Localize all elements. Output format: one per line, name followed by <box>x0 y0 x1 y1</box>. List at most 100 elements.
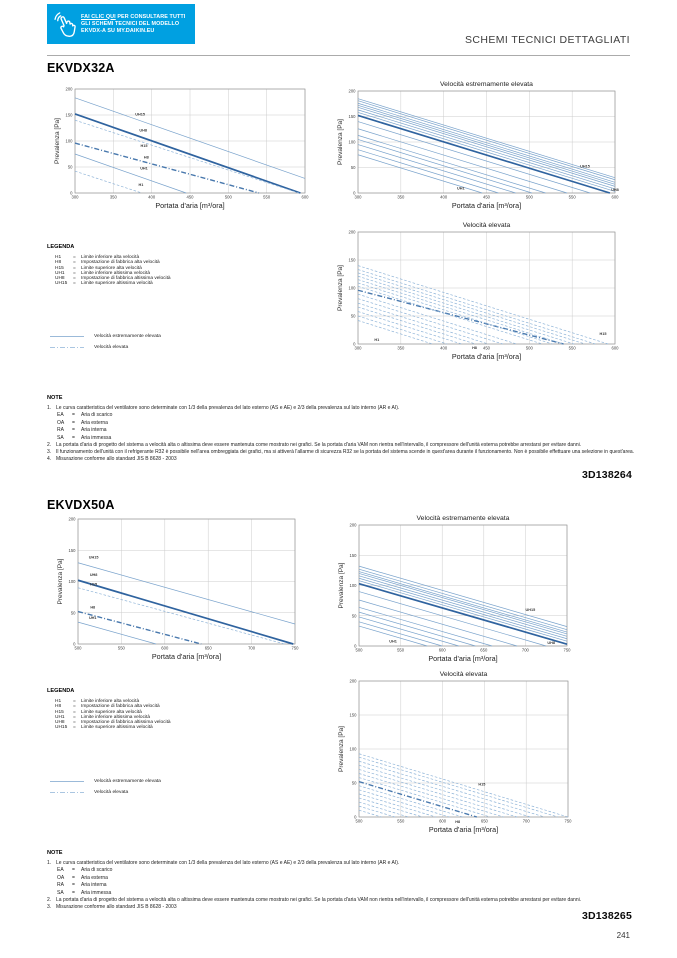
line-style-legend-ekvdx32a: Velocità estremamente elevata Velocità e… <box>49 331 161 353</box>
solid-line-sample-icon <box>50 336 84 337</box>
svg-text:550: 550 <box>569 346 577 351</box>
svg-text:200: 200 <box>349 89 357 94</box>
svg-text:UH1: UH1 <box>140 167 148 171</box>
svg-text:200: 200 <box>66 87 74 92</box>
legend-item: H8 = Impostazione di fabbrica alta velocit… <box>55 260 160 266</box>
svg-text:600: 600 <box>612 346 620 351</box>
legend-item: UH1 = Limite inferiore altissima velocità <box>55 270 151 276</box>
dashdot-line-sample-icon <box>50 792 84 793</box>
note-abbreviation: RA = Aria interna <box>57 882 107 889</box>
svg-text:0: 0 <box>353 191 356 196</box>
note-item: 1. Le curva caratteristica del ventilator… <box>47 860 400 866</box>
svg-text:Portata d'aria [m³/ora]: Portata d'aria [m³/ora] <box>152 652 221 661</box>
svg-text:600: 600 <box>439 648 447 653</box>
svg-text:50: 50 <box>68 165 73 170</box>
header-divider <box>47 55 630 56</box>
svg-text:UH15: UH15 <box>580 165 590 169</box>
svg-text:Portata d'aria [m³/ora]: Portata d'aria [m³/ora] <box>452 352 521 361</box>
svg-text:H8: H8 <box>90 605 95 609</box>
legend-line-sample-solid: Velocità estremamente elevata <box>49 331 161 342</box>
legend-item: UH15 = Limite superiore altissima velocità <box>55 725 153 731</box>
note-abbreviation: EA = Aria di scarico <box>57 412 113 418</box>
note-heading: NOTE <box>47 395 63 401</box>
svg-text:Portata d'aria [m³/ora]: Portata d'aria [m³/ora] <box>452 201 521 210</box>
page-number: 241 <box>616 931 630 940</box>
legend-item: UH15 = Limite superiore altissima velocità <box>55 281 153 287</box>
legend-item: H15 = Limite superiore alta velocità <box>55 265 142 271</box>
svg-text:Prevalenza [Pa]: Prevalenza [Pa] <box>338 726 345 772</box>
legend-ekvdx32a: LEGENDA H1 = Limite inferiore alta velocit… <box>47 244 337 287</box>
svg-text:150: 150 <box>350 553 358 558</box>
svg-text:600: 600 <box>439 819 447 824</box>
svg-text:600: 600 <box>161 646 169 651</box>
svg-text:Velocità estremamente elevata: Velocità estremamente elevata <box>417 515 510 522</box>
chart-ekvdx50a-combined: 500 550 600 650 700 750 0 50 100 150 200 UH15 UH8 H15… <box>56 507 307 671</box>
note-abbreviation: EA = Aria di scarico <box>57 867 113 873</box>
svg-text:Prevalenza [Pa]: Prevalenza [Pa] <box>337 265 344 311</box>
svg-text:200: 200 <box>350 523 358 528</box>
svg-text:Portata d'aria [m³/ora]: Portata d'aria [m³/ora] <box>428 654 497 663</box>
legend-item: UH8 = Impostazione di fabbrica altissima v… <box>55 276 171 282</box>
chart-ekvdx50a-high-speed: 500 550 600 650 700 750 0 50 100 150 200 H15 H8 Veloc… <box>337 669 580 844</box>
svg-text:100: 100 <box>349 286 357 291</box>
svg-text:550: 550 <box>118 646 126 651</box>
legend-line-sample-solid: Velocità estremamente elevata <box>49 776 161 787</box>
note-item: 2. La portata d'aria di progetto del sist… <box>47 442 582 449</box>
banner-line1-rest: PER CONSULTARE TUTTI <box>115 13 186 20</box>
svg-text:UH8: UH8 <box>611 188 619 192</box>
legend-item: H8 = Impostazione di fabbrica alta velocit… <box>55 704 160 710</box>
svg-text:UH8: UH8 <box>90 573 98 577</box>
banner-link[interactable]: FAI CLIC QUI <box>81 13 116 20</box>
svg-text:300: 300 <box>355 195 363 200</box>
svg-text:200: 200 <box>349 230 357 235</box>
legend-line-sample-dashdot: Velocità elevata <box>49 787 161 798</box>
svg-text:600: 600 <box>302 195 310 200</box>
svg-text:150: 150 <box>66 113 74 118</box>
svg-text:Prevalenza [Pa]: Prevalenza [Pa] <box>338 562 345 608</box>
svg-text:Velocità elevata: Velocità elevata <box>440 671 488 678</box>
chart-ekvdx32a-high-speed: 300 350 400 450 500 550 600 0 50 100 150 200 H1 H8 H15… <box>336 220 627 371</box>
svg-text:H8: H8 <box>144 156 149 160</box>
line-style-legend-ekvdx50a: Velocità estremamente elevata Velocità e… <box>49 776 161 798</box>
click-hand-icon <box>54 11 76 37</box>
daikin-portal-banner[interactable]: FAI CLIC QUI PER CONSULTARE TUTTI GLI SC… <box>47 4 195 44</box>
svg-text:200: 200 <box>350 679 358 684</box>
svg-text:H15: H15 <box>90 582 97 586</box>
svg-text:UH1: UH1 <box>389 639 397 643</box>
notes-ekvdx50a: NOTE 1. Le curva caratteristica del venti… <box>47 850 635 911</box>
svg-text:650: 650 <box>205 646 213 651</box>
svg-text:H8: H8 <box>472 346 477 350</box>
svg-text:0: 0 <box>70 191 73 196</box>
svg-text:650: 650 <box>481 819 489 824</box>
model-heading-ekvdx32a: EKVDX32A <box>47 61 115 75</box>
chart-ekvdx32a-combined: 300 350 400 450 500 550 600 0 50 100 150 200 UH15 UH8… <box>53 77 317 220</box>
solid-line-sample-icon <box>50 781 84 782</box>
svg-text:H15: H15 <box>141 144 148 148</box>
svg-text:50: 50 <box>351 165 356 170</box>
svg-text:50: 50 <box>351 314 356 319</box>
legend-ekvdx50a: LEGENDA H1 = Limite inferiore alta velocit… <box>47 688 337 731</box>
legend-heading: LEGENDA <box>47 244 75 250</box>
svg-text:Velocità elevata: Velocità elevata <box>463 222 511 229</box>
svg-text:600: 600 <box>612 195 620 200</box>
svg-text:100: 100 <box>66 139 74 144</box>
svg-text:500: 500 <box>75 646 83 651</box>
svg-text:350: 350 <box>397 346 405 351</box>
svg-text:50: 50 <box>352 613 357 618</box>
svg-text:550: 550 <box>569 195 577 200</box>
legend-line-sample-dashdot: Velocità elevata <box>49 342 161 353</box>
svg-text:Velocità estremamente elevata: Velocità estremamente elevata <box>440 81 533 88</box>
svg-text:UH8: UH8 <box>139 129 147 133</box>
note-abbreviation: SA = Aria immessa <box>57 889 112 896</box>
banner-line2: GLI SCHEMI TECNICI DEL MODELLO <box>81 20 180 27</box>
svg-text:0: 0 <box>354 815 357 820</box>
svg-text:0: 0 <box>73 642 76 647</box>
page-title: SCHEMI TECNICI DETTAGLIATI <box>465 34 630 46</box>
note-item: 4. Misurazione conforme allo standard JIS… <box>47 456 177 463</box>
banner-line3: EKVDX-A SU MY.DAIKIN.EU <box>81 27 155 34</box>
svg-text:100: 100 <box>350 747 358 752</box>
note-heading: NOTE <box>47 850 63 856</box>
svg-text:300: 300 <box>72 195 80 200</box>
note-abbreviation: OA = Aria esterna <box>57 419 108 426</box>
